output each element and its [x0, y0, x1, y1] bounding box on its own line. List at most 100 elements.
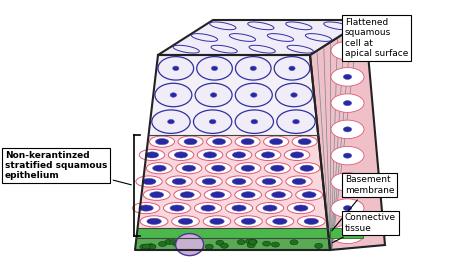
Ellipse shape	[142, 244, 150, 249]
Ellipse shape	[178, 136, 203, 147]
Ellipse shape	[289, 66, 295, 70]
Ellipse shape	[148, 244, 156, 249]
Ellipse shape	[251, 93, 257, 97]
Ellipse shape	[166, 176, 192, 187]
Ellipse shape	[232, 152, 246, 158]
Ellipse shape	[226, 176, 252, 187]
Ellipse shape	[150, 192, 164, 198]
Ellipse shape	[236, 57, 271, 80]
Ellipse shape	[343, 74, 352, 79]
Ellipse shape	[203, 152, 217, 158]
Ellipse shape	[241, 138, 254, 145]
Ellipse shape	[271, 165, 284, 171]
Ellipse shape	[290, 240, 298, 245]
Ellipse shape	[168, 119, 174, 124]
Ellipse shape	[176, 163, 202, 174]
Ellipse shape	[139, 205, 153, 211]
Ellipse shape	[249, 45, 275, 53]
Ellipse shape	[235, 189, 262, 200]
Polygon shape	[135, 228, 330, 250]
Ellipse shape	[287, 202, 315, 214]
Ellipse shape	[304, 218, 319, 224]
Ellipse shape	[220, 243, 228, 248]
Ellipse shape	[174, 152, 188, 158]
Ellipse shape	[294, 163, 320, 174]
Ellipse shape	[343, 101, 352, 106]
Ellipse shape	[204, 189, 231, 200]
Ellipse shape	[235, 216, 262, 227]
Text: Non-kerantinzed
stratified squamous
epithelium: Non-kerantinzed stratified squamous epit…	[5, 151, 131, 185]
Polygon shape	[158, 20, 365, 55]
Ellipse shape	[211, 45, 237, 53]
Ellipse shape	[232, 205, 246, 211]
Ellipse shape	[197, 149, 223, 160]
Ellipse shape	[196, 176, 222, 187]
Ellipse shape	[211, 165, 225, 171]
Ellipse shape	[195, 83, 232, 107]
Ellipse shape	[250, 66, 256, 70]
Ellipse shape	[343, 206, 352, 211]
Ellipse shape	[212, 138, 226, 145]
Ellipse shape	[294, 205, 308, 211]
Ellipse shape	[173, 242, 181, 247]
Ellipse shape	[175, 234, 204, 256]
Ellipse shape	[292, 178, 306, 185]
Ellipse shape	[241, 218, 255, 224]
Ellipse shape	[237, 240, 245, 245]
Ellipse shape	[211, 192, 225, 198]
Ellipse shape	[140, 244, 148, 249]
Ellipse shape	[172, 178, 186, 185]
Ellipse shape	[331, 94, 364, 112]
Ellipse shape	[197, 57, 232, 80]
Ellipse shape	[292, 119, 300, 124]
Ellipse shape	[140, 216, 168, 227]
Ellipse shape	[170, 93, 177, 97]
Polygon shape	[137, 135, 328, 228]
Ellipse shape	[203, 216, 231, 227]
Ellipse shape	[142, 178, 156, 185]
Ellipse shape	[270, 138, 283, 145]
Ellipse shape	[273, 218, 287, 224]
Ellipse shape	[178, 218, 193, 224]
Ellipse shape	[291, 93, 297, 97]
Ellipse shape	[147, 244, 155, 249]
Text: Connective
tissue: Connective tissue	[332, 213, 396, 243]
Ellipse shape	[251, 119, 258, 124]
Ellipse shape	[241, 192, 255, 198]
Ellipse shape	[164, 202, 191, 214]
Ellipse shape	[184, 138, 197, 145]
Ellipse shape	[235, 136, 260, 147]
Ellipse shape	[247, 243, 255, 248]
Ellipse shape	[343, 179, 352, 184]
Ellipse shape	[235, 110, 273, 133]
Ellipse shape	[248, 240, 256, 245]
Ellipse shape	[170, 240, 178, 245]
Ellipse shape	[211, 66, 218, 70]
Ellipse shape	[249, 239, 257, 244]
Polygon shape	[148, 55, 318, 135]
Ellipse shape	[264, 136, 289, 147]
Ellipse shape	[286, 22, 312, 30]
Ellipse shape	[229, 34, 255, 41]
Text: Basement
membrane: Basement membrane	[332, 175, 394, 231]
Ellipse shape	[298, 138, 311, 145]
Ellipse shape	[193, 110, 232, 133]
Ellipse shape	[291, 152, 304, 158]
Ellipse shape	[184, 242, 192, 248]
Ellipse shape	[274, 57, 310, 80]
Ellipse shape	[277, 110, 315, 133]
Ellipse shape	[172, 216, 200, 227]
Ellipse shape	[264, 163, 291, 174]
Ellipse shape	[136, 176, 162, 187]
Ellipse shape	[202, 178, 216, 185]
Ellipse shape	[190, 241, 198, 246]
Ellipse shape	[300, 165, 314, 171]
Ellipse shape	[192, 239, 201, 244]
Ellipse shape	[143, 189, 170, 200]
Ellipse shape	[343, 232, 352, 237]
Ellipse shape	[226, 149, 252, 160]
Ellipse shape	[275, 83, 312, 107]
Ellipse shape	[272, 192, 286, 198]
Ellipse shape	[133, 202, 160, 214]
Ellipse shape	[241, 165, 255, 171]
